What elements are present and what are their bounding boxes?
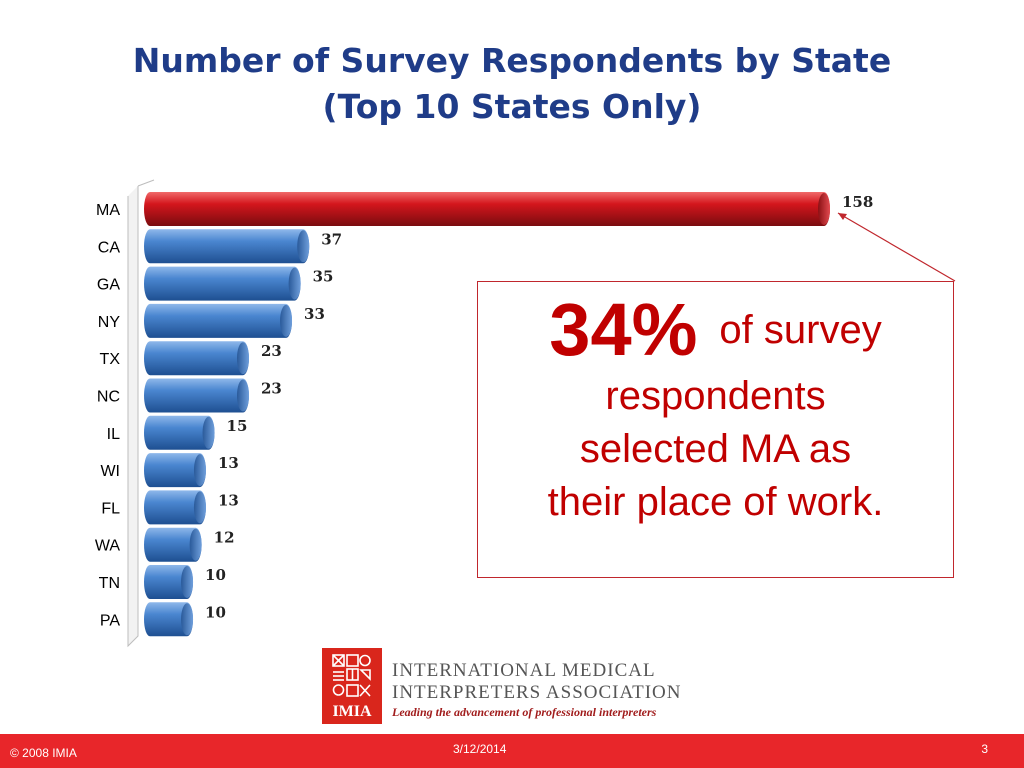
bar-nc [144, 378, 249, 413]
category-label-nc: NC [97, 389, 120, 406]
value-label-ca: 37 [321, 230, 342, 248]
slide-title: Number of Survey Respondents by State (T… [40, 38, 984, 130]
bar-cap-ca [297, 230, 310, 263]
value-label-ma: 158 [842, 193, 873, 211]
bar-fl [144, 490, 206, 525]
axis-wall [127, 186, 139, 648]
footer-copyright: © 2008 IMIA [10, 746, 77, 760]
footer-date: 3/12/2014 [453, 742, 507, 756]
bar-wa [144, 527, 202, 562]
imia-logo-mark: IMIA [322, 648, 382, 724]
value-label-fl: 13 [218, 491, 239, 509]
chart-labels: MA 158 CA 37 GA 35 NY 33 TX 23 NC 23 IL 15 WI 13 FL 13 WA 1… [95, 193, 874, 629]
value-label-tx: 23 [261, 342, 282, 360]
bar-tn [144, 565, 194, 599]
category-label-tx: TX [100, 351, 121, 368]
bar-ny [144, 303, 293, 338]
logo-line-2: INTERPRETERS ASSOCIATION [392, 682, 682, 703]
bar-cap-ga [288, 267, 301, 300]
bar-pa [144, 602, 194, 637]
callout-arrow-icon [838, 213, 847, 220]
category-label-wa: WA [95, 538, 121, 555]
bar-chart: MA 158 CA 37 GA 35 NY 33 TX 23 NC 23 IL 15 WI 13 FL 13 WA 1… [95, 179, 956, 648]
chart-axis [127, 179, 155, 648]
bar-wi [144, 453, 206, 488]
callout-percent-tail: of survey [719, 308, 882, 352]
title-line-2: (Top 10 States Only) [322, 87, 702, 126]
value-label-ga: 35 [313, 268, 334, 286]
bar-cap-fl [193, 491, 206, 524]
category-label-wi: WI [100, 463, 120, 480]
bar-ma [144, 192, 830, 226]
logo-grid-icon [332, 654, 371, 697]
bar-cap-ma [818, 193, 830, 225]
logo-mark-text: IMIA [332, 703, 372, 720]
callout-line-1: respondents [605, 374, 826, 419]
category-label-ma: MA [96, 202, 120, 219]
bar-il [144, 415, 215, 450]
category-label-pa: PA [100, 612, 120, 629]
bar-ga [144, 266, 301, 301]
logo-tagline: Leading the advancement of professional … [392, 705, 657, 719]
bar-ca [144, 229, 310, 264]
bar-cap-il [202, 416, 215, 449]
value-label-ny: 33 [304, 305, 325, 323]
bar-cap-ny [280, 304, 293, 337]
value-label-wi: 13 [218, 454, 239, 472]
callout-line-2: selected MA as [579, 427, 852, 472]
category-label-fl: FL [101, 500, 120, 517]
value-label-tn: 10 [205, 566, 226, 584]
bars [144, 192, 830, 637]
bar-cap-wa [189, 528, 202, 561]
value-label-wa: 12 [214, 529, 235, 547]
category-label-tn: TN [99, 575, 120, 592]
bar-tx [144, 341, 249, 376]
footer-bar: © 2008 IMIA 3/12/2014 3 [0, 734, 1024, 768]
logo-line-1: INTERNATIONAL MEDICAL [392, 660, 656, 681]
callout-box: 34% of survey respondents selected MA as … [477, 281, 954, 578]
bar-cap-wi [193, 454, 206, 487]
bar-cap-tn [181, 566, 194, 598]
value-label-il: 15 [227, 417, 248, 435]
imia-logo: IMIA INTERNATIONAL MEDICAL INTERPRETERS … [322, 648, 682, 728]
callout-percent: 34% [549, 288, 698, 371]
category-label-ga: GA [97, 277, 120, 294]
bar-cap-tx [236, 342, 249, 375]
category-label-ca: CA [98, 239, 121, 256]
bar-cap-nc [236, 379, 249, 412]
footer-page-number: 3 [981, 742, 988, 756]
category-label-ny: NY [98, 314, 121, 331]
value-label-nc: 23 [261, 380, 282, 398]
callout-line-3: their place of work. [547, 480, 884, 525]
category-label-il: IL [107, 426, 120, 443]
axis-top-edge [137, 179, 155, 187]
title-line-1: Number of Survey Respondents by State [132, 41, 892, 80]
value-label-pa: 10 [205, 603, 226, 621]
bar-cap-pa [181, 603, 194, 636]
callout-connector-line [837, 212, 956, 282]
